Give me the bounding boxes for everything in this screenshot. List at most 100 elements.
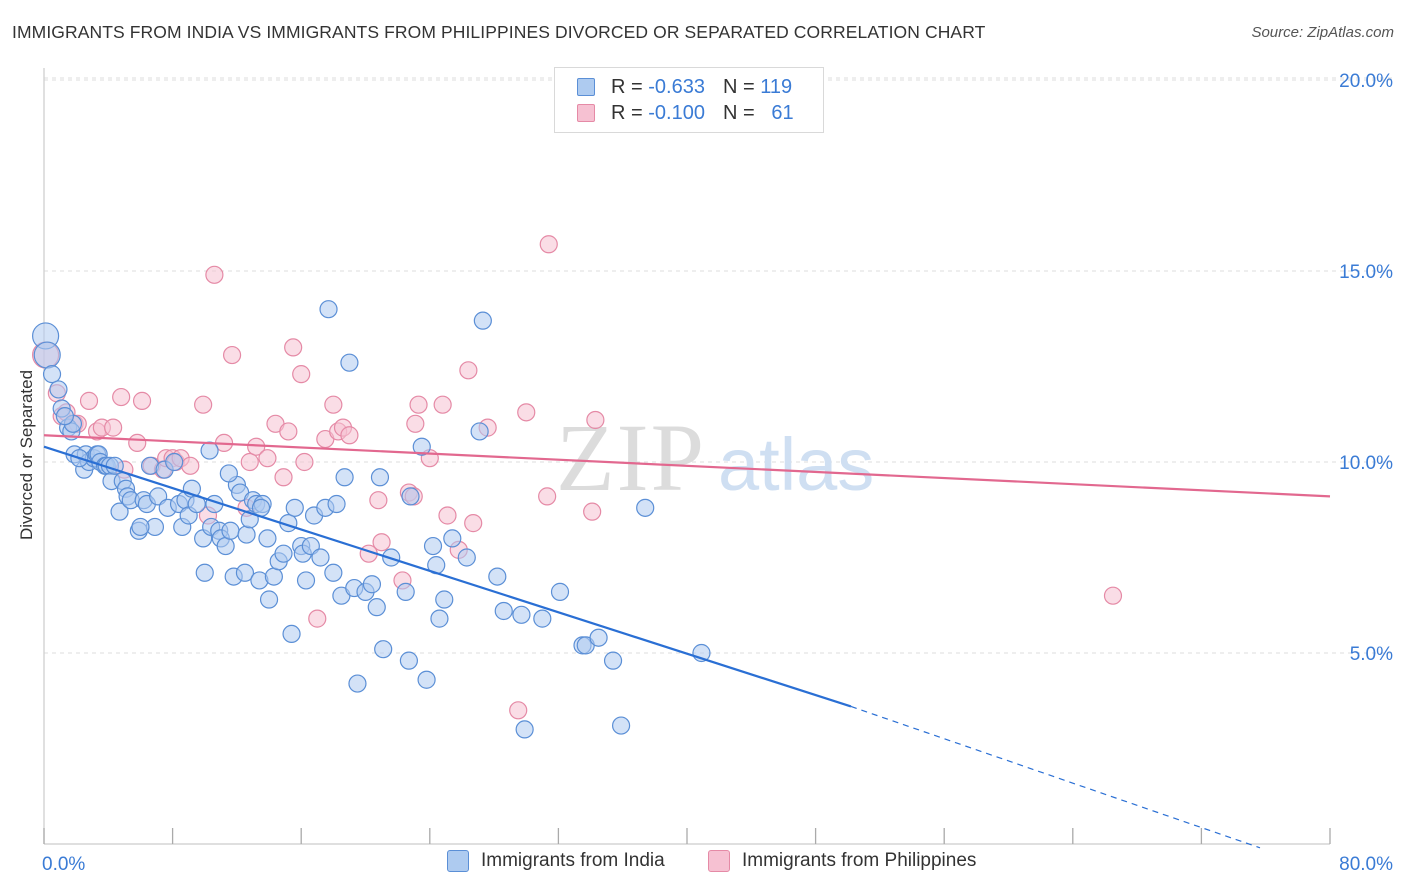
india-point bbox=[340, 353, 359, 372]
india-point bbox=[319, 300, 338, 319]
india-point bbox=[430, 609, 449, 628]
philippines-point bbox=[240, 452, 259, 472]
india-point bbox=[131, 517, 150, 537]
legend-item-india[interactable]: Immigrants from India bbox=[447, 850, 665, 872]
watermark-zip: ZIP bbox=[556, 404, 706, 511]
india-point bbox=[367, 598, 386, 617]
india-point bbox=[324, 563, 343, 582]
india-point bbox=[110, 502, 129, 521]
legend-n-label: N = bbox=[722, 75, 755, 98]
india-point bbox=[396, 582, 415, 601]
philippines-point bbox=[438, 506, 457, 525]
legend-r-label: R = bbox=[611, 101, 643, 124]
philippines-point bbox=[517, 403, 536, 422]
x-tick-label: 80.0% bbox=[1339, 854, 1393, 875]
india-point bbox=[221, 521, 240, 540]
philippines-point bbox=[340, 426, 359, 445]
legend-swatch-philippines bbox=[577, 104, 595, 122]
india-point bbox=[417, 670, 436, 689]
india-point bbox=[216, 536, 235, 556]
india-point bbox=[296, 571, 316, 590]
india-point bbox=[49, 380, 68, 399]
y-tick-label: 20.0% bbox=[1339, 71, 1393, 92]
legend-r-value: -0.100 bbox=[648, 101, 705, 124]
chart-title: IMMIGRANTS FROM INDIA VS IMMIGRANTS FROM… bbox=[12, 22, 986, 42]
y-tick-label: 15.0% bbox=[1339, 262, 1393, 283]
india-point bbox=[374, 640, 393, 659]
india-point bbox=[258, 529, 277, 548]
philippines-point bbox=[409, 395, 428, 414]
legend-label-india: Immigrants from India bbox=[481, 850, 665, 871]
tick-labels: 5.0% 10.0% 15.0% 20.0% 0.0% 80.0% bbox=[42, 71, 1393, 875]
india-point bbox=[443, 529, 462, 548]
legend-n-label: N = bbox=[722, 101, 755, 124]
philippines-trend-line bbox=[43, 434, 1331, 498]
philippines-point bbox=[1103, 586, 1123, 605]
philippines-point bbox=[181, 456, 200, 475]
philippines-point bbox=[222, 345, 242, 365]
india-point bbox=[457, 548, 476, 567]
philippines-points bbox=[32, 70, 1123, 720]
philippines-point bbox=[406, 414, 425, 433]
india-point bbox=[282, 624, 301, 644]
trend-lines bbox=[43, 434, 1331, 849]
legend-item-philippines[interactable]: Immigrants from Philippines bbox=[708, 850, 976, 872]
philippines-point bbox=[324, 395, 343, 414]
india-point bbox=[33, 341, 61, 369]
philippines-point bbox=[538, 487, 557, 506]
y-tick-label: 5.0% bbox=[1350, 644, 1393, 665]
india-point bbox=[327, 494, 346, 514]
y-axis-title: Divorced or Separated bbox=[17, 369, 36, 541]
correlation-legend: R = -0.633 N = 119 R = -0.100 N = 61 bbox=[554, 67, 824, 133]
philippines-point bbox=[128, 433, 147, 452]
philippines-point bbox=[258, 449, 277, 468]
india-point bbox=[488, 567, 507, 586]
philippines-point bbox=[539, 235, 558, 254]
india-point bbox=[311, 548, 330, 567]
legend-n-value: 119 bbox=[760, 75, 793, 98]
india-point bbox=[423, 536, 443, 556]
legend-label-philippines: Immigrants from Philippines bbox=[742, 850, 977, 871]
philippines-point bbox=[586, 410, 605, 430]
india-trend-line bbox=[43, 445, 852, 708]
india-point bbox=[165, 452, 184, 472]
philippines-point bbox=[583, 502, 602, 521]
india-points bbox=[32, 300, 711, 739]
india-point bbox=[611, 716, 631, 735]
philippines-point bbox=[464, 514, 483, 533]
y-tick-label: 10.0% bbox=[1339, 453, 1393, 474]
india-point bbox=[494, 601, 513, 621]
india-point bbox=[264, 567, 283, 586]
philippines-point bbox=[295, 452, 314, 472]
india-point bbox=[362, 575, 382, 594]
india-point bbox=[200, 441, 219, 460]
philippines-point bbox=[194, 395, 213, 414]
source-label: Source: ZipAtlas.com bbox=[1251, 24, 1394, 41]
philippines-point bbox=[284, 338, 303, 357]
philippines-point bbox=[79, 391, 99, 410]
india-point bbox=[412, 437, 431, 456]
philippines-point bbox=[308, 609, 327, 628]
india-trend-extension bbox=[850, 705, 1261, 849]
india-point bbox=[435, 590, 454, 609]
legend-row-philippines: R = -0.100 N = 61 bbox=[577, 100, 794, 126]
india-point bbox=[370, 468, 390, 487]
legend-swatch-india bbox=[577, 78, 595, 96]
india-point bbox=[636, 498, 655, 517]
india-point bbox=[285, 498, 304, 517]
india-point bbox=[470, 422, 489, 441]
india-point bbox=[533, 609, 552, 628]
philippines-point bbox=[279, 422, 298, 441]
philippines-point bbox=[433, 395, 452, 414]
watermark-atlas: atlas bbox=[718, 423, 874, 506]
philippines-point bbox=[372, 533, 391, 552]
india-point bbox=[55, 407, 74, 426]
philippines-point bbox=[112, 387, 131, 407]
india-point bbox=[237, 525, 256, 544]
legend-r-label: R = bbox=[611, 75, 643, 98]
series-legend: Immigrants from India Immigrants from Ph… bbox=[0, 850, 1406, 878]
india-point bbox=[603, 651, 623, 670]
philippines-point bbox=[292, 365, 311, 384]
india-point bbox=[274, 544, 293, 563]
